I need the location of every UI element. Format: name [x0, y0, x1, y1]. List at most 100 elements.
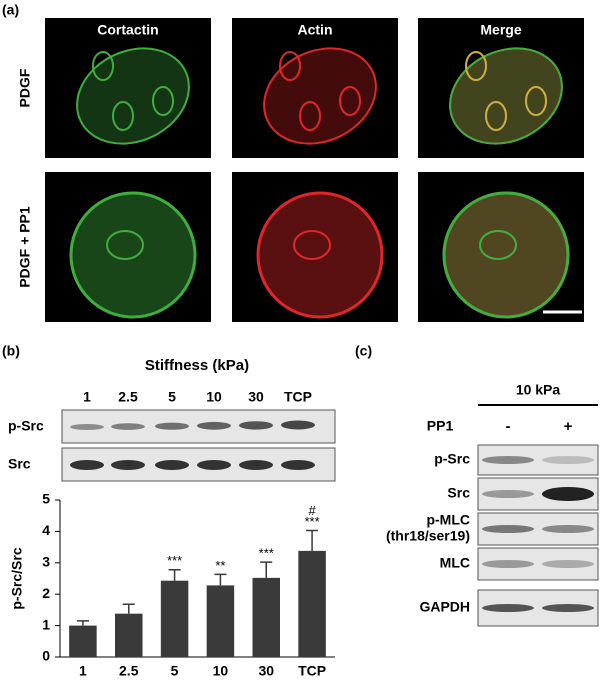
band [281, 420, 315, 430]
band [111, 460, 145, 470]
x-tick-label: 10 [213, 663, 229, 679]
column-title: Actin [298, 22, 333, 38]
lane-label: 2.5 [118, 389, 138, 405]
bar [252, 577, 280, 657]
panel-label: (c) [355, 343, 372, 359]
blot-label: Src [447, 485, 470, 501]
y-tick-label: 4 [42, 522, 50, 538]
significance: ** [215, 558, 225, 573]
band [482, 604, 534, 612]
band [482, 560, 534, 568]
bar [160, 580, 189, 657]
adhesion [112, 101, 134, 131]
nucleus [106, 230, 144, 260]
adhesion [525, 86, 547, 116]
panel-label: (b) [2, 343, 20, 359]
error-bar [306, 529, 319, 551]
band [281, 460, 315, 470]
condition-label: 10 kPa [516, 382, 561, 398]
bar [69, 625, 97, 657]
lane-label: 1 [83, 389, 91, 405]
band [542, 456, 594, 464]
y-axis-label: p-Src/Src [9, 547, 25, 609]
lane-label: TCP [284, 389, 312, 405]
x-tick-label: 30 [258, 663, 274, 679]
y-tick-label: 1 [42, 616, 50, 632]
column-title: Cortactin [97, 22, 158, 38]
band [482, 490, 534, 498]
band [197, 460, 231, 470]
cell [263, 47, 377, 145]
band [482, 525, 534, 533]
blot-label: p-MLC [426, 512, 470, 528]
adhesion [152, 86, 174, 116]
nucleus [479, 230, 517, 260]
cell [449, 47, 563, 145]
y-tick-label: 3 [42, 554, 50, 570]
blot-label: GAPDH [419, 599, 470, 615]
x-tick-label: TCP [298, 663, 326, 679]
lane-label: 5 [168, 389, 176, 405]
blot-label: MLC [440, 555, 470, 571]
band [155, 460, 189, 470]
adhesion [92, 51, 114, 81]
band [542, 487, 594, 501]
error-bar [122, 603, 135, 614]
adhesion [339, 86, 361, 116]
significance: *** [167, 553, 182, 568]
lane-label: - [506, 418, 511, 435]
row-label: PDGF [17, 68, 33, 107]
band [482, 456, 534, 464]
blot-label: p-Src [434, 451, 470, 467]
band [542, 525, 594, 533]
adhesion [279, 51, 301, 81]
band [70, 460, 104, 470]
y-tick-label: 0 [42, 648, 50, 664]
cell [256, 191, 384, 319]
band [70, 424, 104, 430]
lane-label: + [564, 418, 573, 435]
lane-label: 10 [206, 389, 222, 405]
cell [76, 47, 190, 145]
micrograph [418, 18, 584, 158]
bar [115, 613, 143, 657]
cell [442, 191, 570, 319]
y-tick-label: 5 [42, 491, 50, 507]
x-tick-label: 5 [171, 663, 179, 679]
y-tick-label: 2 [42, 585, 50, 601]
panel-label: (a) [2, 2, 19, 18]
band [155, 422, 189, 430]
stiffness-label: Stiffness (kPa) [145, 357, 249, 374]
significance: *** [259, 546, 274, 561]
row-label: PDGF + PP1 [17, 206, 33, 288]
treatment-label: PP1 [427, 418, 454, 434]
error-bar [168, 568, 181, 581]
band [239, 421, 273, 430]
blot-label: p-Src [8, 418, 44, 434]
error-bar [76, 620, 89, 626]
micrograph [45, 18, 211, 158]
band [197, 421, 231, 430]
x-tick-label: 1 [79, 663, 87, 679]
error-bar [260, 561, 273, 578]
lane-label: 30 [248, 389, 264, 405]
band [239, 460, 273, 470]
micrograph [232, 18, 398, 158]
significance: *** [304, 514, 319, 529]
band [542, 604, 594, 612]
blot-label: (thr18/ser19) [386, 528, 470, 544]
adhesion [299, 101, 321, 131]
cell [69, 191, 197, 319]
x-tick-label: 2.5 [119, 663, 139, 679]
blot-label: Src [8, 456, 31, 472]
bar [298, 550, 326, 657]
adhesion [485, 101, 507, 131]
significance: # [308, 503, 316, 518]
band [111, 423, 145, 430]
adhesion [465, 51, 487, 81]
column-title: Merge [480, 22, 521, 38]
error-bar [214, 573, 227, 586]
bar [206, 585, 235, 657]
band [542, 560, 594, 568]
